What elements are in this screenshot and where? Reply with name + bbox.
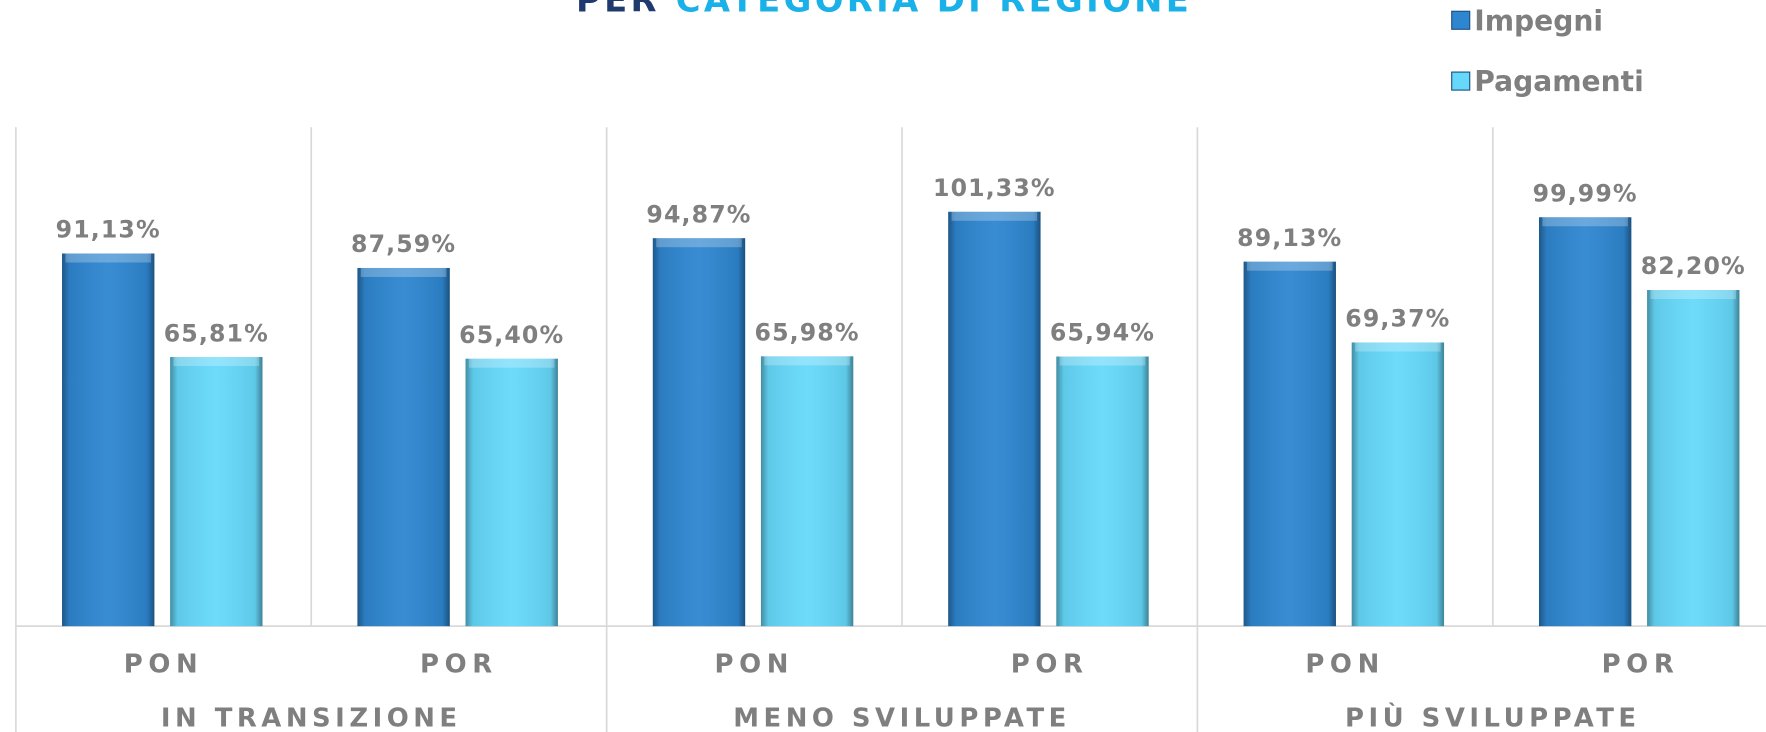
- legend-label: Impegni: [1474, 4, 1603, 37]
- bar-cap: [656, 238, 742, 248]
- data-label: 65,81%: [164, 319, 269, 347]
- data-label: 87,59%: [351, 230, 456, 258]
- bar-cap: [1650, 290, 1737, 300]
- legend-swatch: [1451, 10, 1471, 30]
- data-label: 69,37%: [1345, 305, 1450, 333]
- legend-label: Pagamenti: [1474, 65, 1644, 98]
- bar-bevel: [465, 358, 558, 627]
- data-label: 91,13%: [56, 216, 161, 244]
- bar-cap: [173, 357, 260, 367]
- bar-bevel: [948, 211, 1041, 627]
- bar-bevel: [62, 253, 155, 627]
- data-label: 89,13%: [1237, 224, 1342, 252]
- group-label: MENO SVILUPPATE: [733, 703, 1071, 732]
- data-label: 82,20%: [1641, 252, 1746, 280]
- group-label: IN TRANSIZIONE: [161, 703, 462, 732]
- bar-bevel: [170, 357, 263, 627]
- group-label: PIÙ SVILUPPATE: [1345, 701, 1641, 732]
- x-tick-label: PON: [124, 649, 204, 679]
- bar-bevel: [357, 267, 450, 627]
- title-part: PER: [576, 0, 660, 19]
- bar-cap: [468, 358, 555, 368]
- bar-bevel: [1243, 261, 1336, 627]
- legend-swatch: [1451, 71, 1471, 91]
- bar-cap: [1246, 261, 1333, 271]
- bar-cap: [1059, 356, 1146, 366]
- bar-bevel: [760, 356, 854, 627]
- data-label: 99,99%: [1533, 179, 1638, 207]
- bar-cap: [764, 356, 850, 366]
- title-part: CATEGORIA DI REGIONE: [676, 0, 1193, 19]
- data-label: 65,98%: [755, 319, 860, 347]
- x-tick-label: PON: [715, 649, 795, 679]
- x-tick-label: PON: [1305, 649, 1385, 679]
- x-tick-label: POR: [1011, 649, 1089, 679]
- bar-cap: [1542, 217, 1628, 227]
- chart-title: PER CATEGORIA DI REGIONE: [576, 0, 1192, 19]
- bar-cap: [360, 267, 447, 277]
- bar-bevel: [652, 238, 746, 627]
- x-tick-label: POR: [1602, 649, 1680, 679]
- bar-cap: [1355, 342, 1441, 352]
- bar-bevel: [1056, 356, 1149, 627]
- data-label: 101,33%: [933, 174, 1056, 202]
- bar-bevel: [1538, 217, 1632, 627]
- bar-bevel: [1647, 290, 1740, 627]
- x-tick-label: POR: [420, 649, 498, 679]
- data-label: 65,94%: [1050, 319, 1155, 347]
- bar-cap: [65, 253, 151, 263]
- bar-bevel: [1351, 342, 1445, 627]
- bar-cap: [951, 211, 1038, 221]
- data-label: 94,87%: [646, 200, 751, 228]
- data-label: 65,40%: [459, 321, 564, 349]
